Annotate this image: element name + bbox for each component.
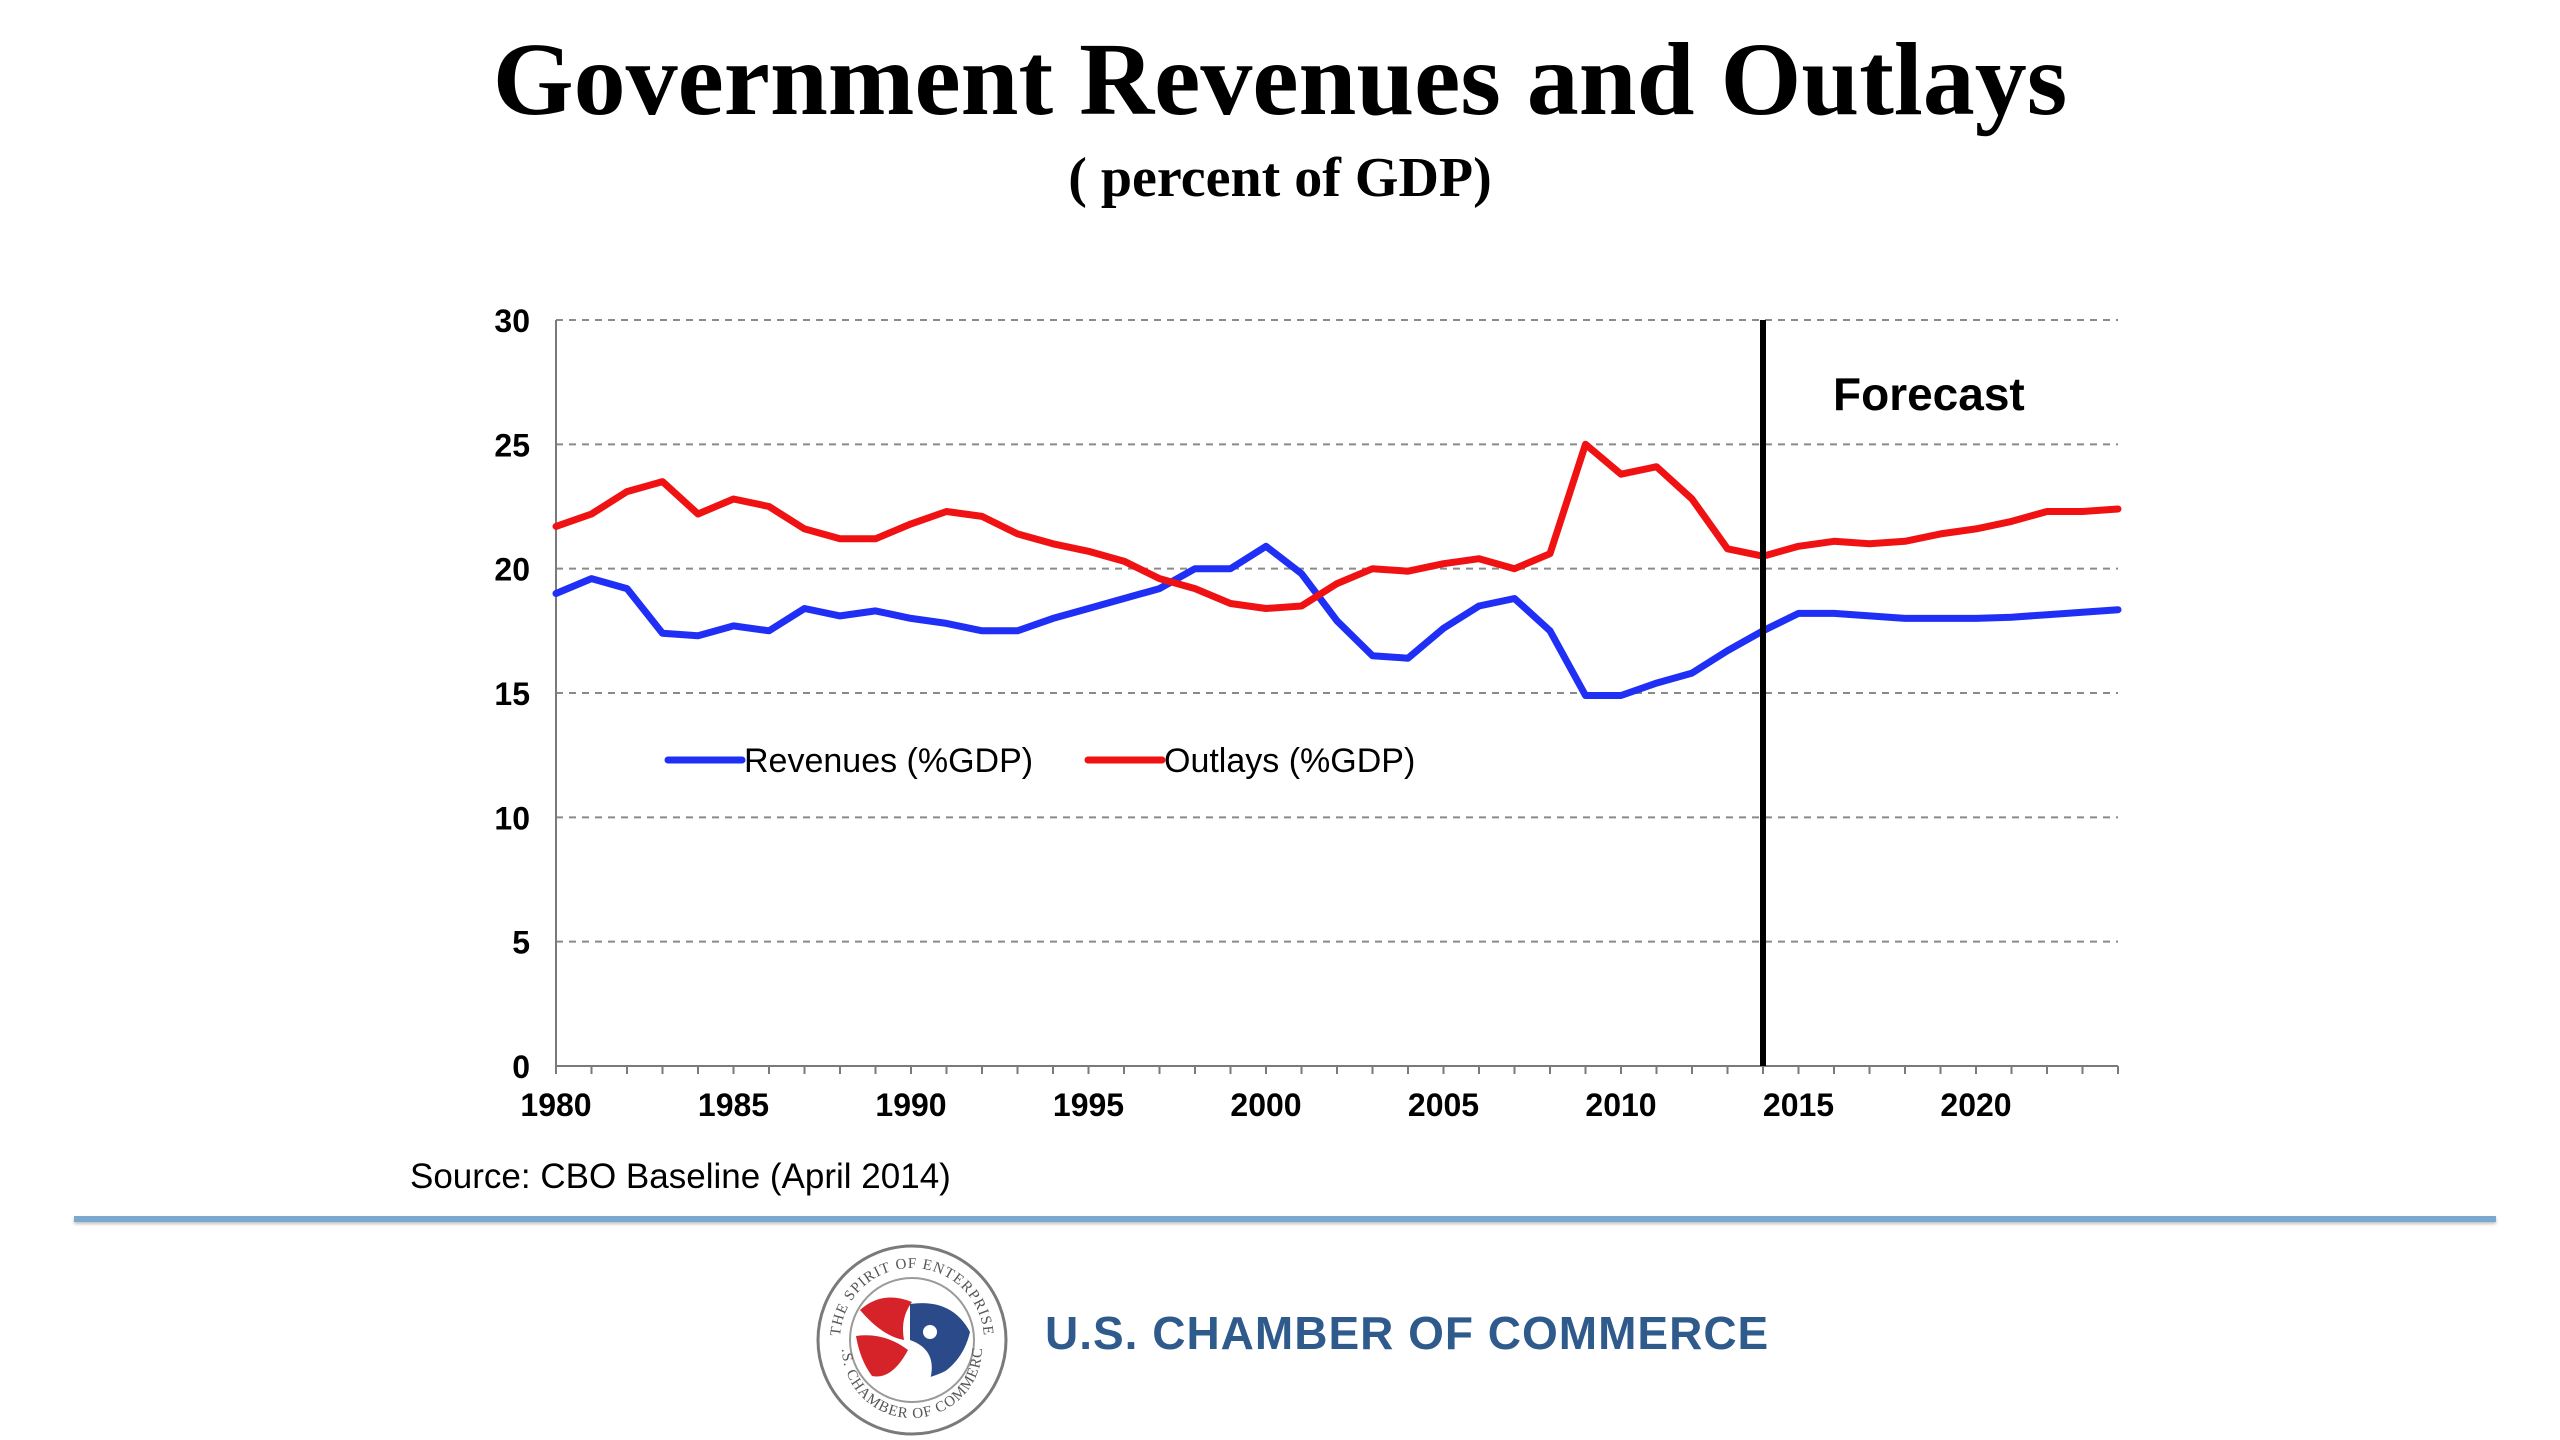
y-tick-label: 25 <box>494 427 530 463</box>
source-note: Source: CBO Baseline (April 2014) <box>410 1157 951 1196</box>
x-tick-label: 1980 <box>520 1087 591 1123</box>
y-tick-label: 10 <box>494 800 530 836</box>
y-tick-label: 20 <box>494 552 530 588</box>
y-tick-label: 15 <box>494 676 530 712</box>
chamber-seal-logo: THE SPIRIT OF ENTERPRISE U.S. CHAMBER OF… <box>812 1240 1008 1436</box>
y-tick-label: 0 <box>512 1049 530 1085</box>
x-tick-label: 2015 <box>1763 1087 1834 1123</box>
legend-label: Outlays (%GDP) <box>1164 742 1415 780</box>
line-chart: 0 5 10 15 20 25 30 1980 1985 1990 1995 2000 2005 2010… <box>494 303 2122 1123</box>
x-tick-label: 2005 <box>1408 1087 1479 1123</box>
series-line-revenues <box>552 542 2122 699</box>
x-tick-label: 2010 <box>1585 1087 1656 1123</box>
x-tick-label: 2020 <box>1940 1087 2011 1123</box>
series-line-outlays <box>552 440 2122 612</box>
y-tick-label: 30 <box>494 303 530 339</box>
x-tick-label: 1990 <box>875 1087 946 1123</box>
x-tick-label: 1995 <box>1053 1087 1124 1123</box>
x-tick-label: 1985 <box>698 1087 769 1123</box>
slide-title: Government Revenues and Outlays <box>492 22 2068 137</box>
forecast-label: Forecast <box>1833 368 2025 420</box>
legend-label: Revenues (%GDP) <box>744 742 1033 780</box>
divider-rule <box>74 1216 2496 1222</box>
x-tick-label: 2000 <box>1230 1087 1301 1123</box>
organization-name: U.S. CHAMBER OF COMMERCE <box>1045 1307 1770 1359</box>
y-tick-label: 5 <box>512 925 530 961</box>
slide-subtitle: ( percent of GDP) <box>1068 147 1492 209</box>
